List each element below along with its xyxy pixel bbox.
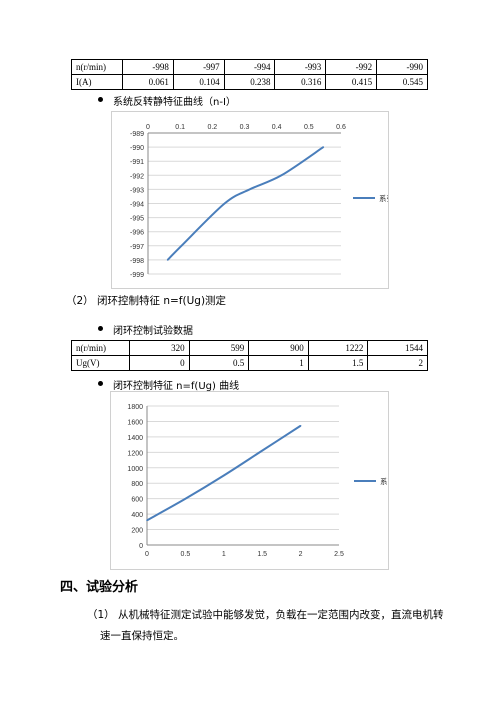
table-cell: 0.238 [223, 74, 276, 90]
table-cell: -990 [376, 59, 428, 75]
table-cell: -993 [274, 59, 327, 75]
table-cell: 1.5 [307, 355, 369, 371]
x-tick-label: 0.6 [336, 124, 346, 131]
y-tick-label: 400 [131, 512, 143, 519]
table-cell: 0.104 [172, 74, 225, 90]
y-tick-label: -990 [130, 145, 144, 152]
bullet-text-n-ug-curve: 闭环控制特征 n=f(Ug) 曲线 [113, 381, 240, 392]
chart-n-ug-svg: 0 200 400 600 800 1000 1200 1400 1600 1800 0 0.5 1 1.… [127, 404, 399, 558]
legend-label: 系列1 [379, 193, 388, 203]
table-cell: 0.061 [122, 74, 174, 90]
y-tick-label: -993 [130, 187, 144, 194]
y-tick-label: 1200 [127, 450, 143, 457]
data-point [280, 174, 283, 177]
table-n-ug: n(r/min) 320 599 900 1222 1544 Ug(V) 0 0… [71, 340, 428, 371]
y-tick-label: 800 [131, 481, 143, 488]
y-tick-label: -991 [130, 159, 144, 166]
data-point [180, 245, 183, 247]
bullet-icon [98, 97, 103, 102]
y-tick-label: 200 [131, 528, 143, 535]
x-tick-label: 0.3 [240, 124, 250, 131]
y-tick-label: -997 [130, 244, 144, 251]
table-cell: n(r/min) [71, 340, 130, 356]
data-point [248, 188, 251, 191]
bullet-icon [98, 326, 103, 331]
section-heading-analysis: 四、试验分析 [60, 580, 139, 595]
paragraph-line-1: （1） 从机械特征测定试验中能够发觉，负载在一定范围内改变，直流电机转 [87, 609, 444, 621]
legend-label: 系列1 [380, 476, 388, 486]
y-tick-label: -992 [130, 173, 144, 180]
y-tick-label: 0 [139, 543, 143, 550]
table-cell: 599 [188, 340, 250, 356]
table-cell: 320 [129, 340, 190, 356]
table-cell: -997 [172, 59, 225, 75]
table-cell: 1222 [307, 340, 369, 356]
bullet-text-n-i-curve: 系统反转静特征曲线（n-I） [113, 97, 236, 108]
table-cell: 0.5 [188, 355, 250, 371]
x-tick-label: 0 [146, 124, 150, 131]
x-tick-label: 0.2 [207, 124, 217, 131]
data-point [166, 259, 169, 261]
table-n-i: n(r/min) -998 -997 -994 -993 -992 -990 I… [71, 59, 428, 90]
data-point [223, 474, 225, 477]
x-tick-label: 1.5 [257, 551, 267, 558]
y-tick-label: 1000 [127, 466, 143, 473]
data-point [223, 202, 226, 205]
table-cell: 0 [129, 355, 190, 371]
data-point [261, 449, 263, 452]
chart-n-i: -989 -990 -991 -992 -993 -994 -995 -996 -997 -998… [111, 111, 398, 289]
table-cell: 1 [248, 355, 309, 371]
table-cell: -992 [325, 59, 378, 75]
series-line [166, 146, 324, 261]
table-cell: 0.415 [325, 74, 378, 90]
table-cell: I(A) [71, 74, 123, 90]
x-tick-label: 1 [222, 551, 226, 558]
table-cell: 1544 [367, 340, 428, 356]
table-cell: 0.545 [376, 74, 428, 90]
x-tick-label: 0.4 [272, 124, 282, 131]
data-point [299, 424, 302, 427]
table-cell: n(r/min) [71, 59, 123, 75]
x-tick-label: 2.5 [334, 551, 344, 558]
paragraph-line-2: 速一直保持恒定。 [100, 630, 184, 642]
x-tick-label: 0 [145, 551, 149, 558]
data-point [184, 497, 187, 500]
table-cell: -994 [223, 59, 276, 75]
table-cell: 900 [248, 340, 309, 356]
series-line [146, 424, 302, 522]
x-tick-label: 2 [299, 551, 303, 558]
data-point [146, 519, 148, 522]
y-tick-label: -989 [130, 131, 144, 138]
table-row: n(r/min) 320 599 900 1222 1544 [71, 340, 428, 356]
y-tick-label: -994 [130, 202, 144, 209]
section-closed-loop-title: （2） 闭环控制特征 n=f(Ug)测定 [66, 295, 227, 307]
y-tick-label: -996 [130, 230, 144, 237]
table-cell: Ug(V) [71, 355, 130, 371]
table-cell: -998 [122, 59, 174, 75]
y-tick-label: 1400 [127, 435, 143, 442]
chart-n-i-svg: -989 -990 -991 -992 -993 -994 -995 -996 -997 -998… [130, 124, 398, 279]
bullet-icon [98, 381, 103, 386]
y-tick-label: -998 [130, 258, 144, 265]
y-tick-label: 1600 [127, 419, 143, 426]
y-tick-label: 600 [131, 497, 143, 504]
data-point [322, 146, 325, 148]
y-tick-label: -995 [130, 216, 144, 223]
table-row: I(A) 0.061 0.104 0.238 0.316 0.415 0.545 [71, 74, 428, 90]
chart-n-ug: 0 200 400 600 800 1000 1200 1400 1600 1800 0 0.5 1 1.… [110, 391, 399, 570]
x-tick-label: 0.5 [181, 551, 191, 558]
table-cell: 2 [367, 355, 428, 371]
y-tick-label: -999 [130, 272, 144, 279]
table-row: n(r/min) -998 -997 -994 -993 -992 -990 [71, 59, 428, 75]
bullet-text-closed-loop-data: 闭环控制试验数据 [113, 326, 193, 337]
table-row: Ug(V) 0 0.5 1 1.5 2 [71, 355, 428, 371]
y-tick-label: 1800 [127, 404, 143, 411]
x-tick-label: 0.1 [175, 124, 185, 131]
x-tick-label: 0.5 [304, 124, 314, 131]
table-cell: 0.316 [274, 74, 327, 90]
